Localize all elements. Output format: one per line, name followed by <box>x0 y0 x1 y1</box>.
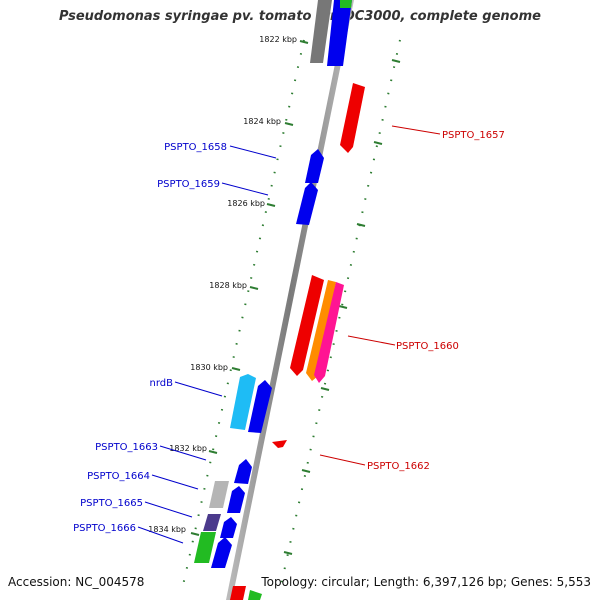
gene-label-pspto-1657[interactable]: PSPTO_1657 <box>442 130 505 141</box>
tick-right-1 <box>391 59 401 63</box>
gene-label-pspto-1663[interactable]: PSPTO_1663 <box>95 442 158 453</box>
accession-text: Accession: NC_004578 <box>8 575 145 589</box>
gene-label-pspto-1658[interactable]: PSPTO_1658 <box>164 142 227 153</box>
leader-pspto-1658 <box>229 145 277 159</box>
gene-label-pspto-1659[interactable]: PSPTO_1659 <box>157 179 220 190</box>
gene-label-pspto-1660[interactable]: PSPTO_1660 <box>396 341 459 352</box>
tick-right-6 <box>301 469 311 473</box>
gene-pspto-1658[interactable] <box>305 149 324 183</box>
gene-partial-green[interactable] <box>340 0 352 8</box>
scale-ticks <box>190 40 401 555</box>
tick-right-3 <box>356 223 366 227</box>
tick-right-4 <box>338 305 348 309</box>
tick-right-5 <box>320 387 330 391</box>
scale-label: 1834 kbp <box>148 525 186 534</box>
gene-pspto-1664-gray[interactable] <box>209 481 229 508</box>
tick-1828 <box>249 286 259 290</box>
scale-label: 1828 kbp <box>209 281 247 290</box>
gene-pspto-1665-blue[interactable] <box>220 517 237 538</box>
leader-pspto-1663 <box>159 445 207 461</box>
leader-pspto-1665 <box>144 501 193 518</box>
tick-right-7 <box>283 551 293 555</box>
genome-summary-text: Topology: circular; Length: 6,397,126 bp… <box>261 575 591 589</box>
tick-1826 <box>266 203 276 207</box>
gene-pspto-1666-green[interactable] <box>194 532 216 563</box>
gene-pspto-1662[interactable] <box>272 440 287 448</box>
label-leaders <box>137 125 441 544</box>
scale-label: 1824 kbp <box>243 117 281 126</box>
tick-1830 <box>231 367 241 371</box>
gene-pspto-1666-blue[interactable] <box>211 537 232 568</box>
gene-label-pspto-1664[interactable]: PSPTO_1664 <box>87 471 150 482</box>
leader-nrdb <box>174 381 223 397</box>
gene-pspto-1665-purple[interactable] <box>203 514 221 531</box>
leader-pspto-1659 <box>221 182 269 196</box>
gene-bottom-green[interactable] <box>248 590 262 600</box>
tick-1832 <box>208 450 218 454</box>
gene-label-pspto-1666[interactable]: PSPTO_1666 <box>73 523 136 534</box>
gene-bottom-red[interactable] <box>230 586 246 600</box>
gene-partial-blue[interactable] <box>327 0 352 66</box>
tick-right-2 <box>373 141 383 145</box>
tick-1834 <box>190 532 200 536</box>
gene-pspto-1657[interactable] <box>340 83 365 153</box>
leader-pspto-1666 <box>137 526 184 544</box>
scale-label: 1826 kbp <box>227 199 265 208</box>
leader-pspto-1662 <box>319 454 366 466</box>
scale-label: 1830 kbp <box>190 363 228 372</box>
map-title: Pseudomonas syringae pv. tomato str. DC3… <box>59 9 541 24</box>
gene-label-nrdb[interactable]: nrdB <box>150 378 174 389</box>
genome-axis <box>226 0 354 600</box>
gene-label-pspto-1665[interactable]: PSPTO_1665 <box>80 498 143 509</box>
reverse-guide-line <box>279 39 401 591</box>
tick-1822 <box>299 40 309 44</box>
leader-pspto-1660 <box>347 335 396 346</box>
gene-pspto-1660-red[interactable] <box>290 275 324 376</box>
gene-label-pspto-1662[interactable]: PSPTO_1662 <box>367 461 430 472</box>
gene-pspto-1660-orange[interactable] <box>306 280 336 381</box>
scale-label: 1832 kbp <box>169 444 207 453</box>
gene-pspto-1660-pink[interactable] <box>314 282 344 383</box>
gene-pspto-1664-blue[interactable] <box>227 486 245 513</box>
genes <box>194 0 365 600</box>
gene-partial-gray[interactable] <box>310 0 332 63</box>
gene-label-group: PSPTO_1657 PSPTO_1658 PSPTO_1659 PSPTO_1… <box>73 130 505 534</box>
gene-pspto-1659[interactable] <box>296 182 318 225</box>
gene-pspto-1663[interactable] <box>234 459 252 484</box>
gene-nrdb[interactable] <box>248 380 272 433</box>
scale-labels: 1822 kbp 1824 kbp 1826 kbp 1828 kbp 1830… <box>148 35 297 534</box>
tick-1824 <box>284 122 294 126</box>
gene-cyan[interactable] <box>230 374 256 430</box>
leader-pspto-1664 <box>151 474 199 490</box>
scale-label: 1822 kbp <box>259 35 297 44</box>
leader-pspto-1657 <box>391 125 441 135</box>
